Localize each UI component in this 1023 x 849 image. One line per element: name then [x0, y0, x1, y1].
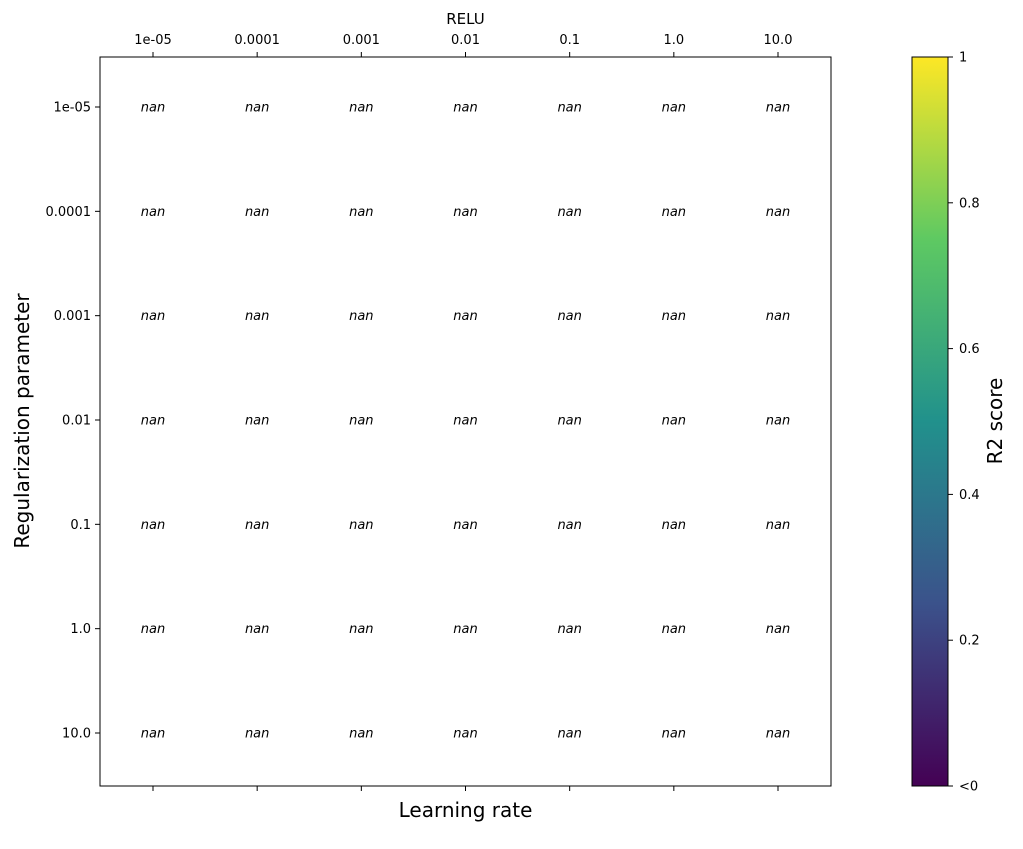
heatmap-cell-label: nan [141, 101, 165, 116]
heatmap-cell-label: nan [662, 414, 686, 429]
heatmap-cell-label: nan [766, 101, 790, 116]
y-tick-label: 0.01 [62, 414, 91, 429]
heatmap-cell-label: nan [349, 622, 373, 637]
heatmap-cell-label: nan [453, 622, 477, 637]
y-tick-label: 1e-05 [53, 101, 91, 116]
heatmap-cell-label: nan [453, 414, 477, 429]
heatmap-cell-label: nan [662, 101, 686, 116]
heatmap-cell-label: nan [557, 101, 581, 116]
x-tick-labels: 1e-05 0.0001 0.001 0.01 0.1 1.0 10.0 [134, 33, 792, 57]
y-tick-label: 1.0 [70, 622, 91, 637]
heatmap-cell-label: nan [453, 309, 477, 324]
heatmap-cell-label: nan [766, 309, 790, 324]
y-tick-label: 0.0001 [46, 205, 92, 220]
heatmap-cell-label: nan [245, 518, 269, 533]
heatmap-cell-label: nan [453, 727, 477, 742]
heatmap-cell-label: nan [453, 205, 477, 220]
heatmap-cell-label: nan [766, 622, 790, 637]
colorbar-tick-label: 0.6 [959, 342, 980, 357]
heatmap-cell-label: nan [557, 414, 581, 429]
heatmap-cell-label: nan [662, 727, 686, 742]
heatmap-cell-label: nan [245, 205, 269, 220]
heatmap-cell-label: nan [662, 205, 686, 220]
y-tick-label: 10.0 [62, 727, 91, 742]
colorbar-tick-label: 1 [959, 51, 967, 66]
heatmap-cell-label: nan [349, 414, 373, 429]
heatmap-cell-label: nan [349, 518, 373, 533]
heatmap-cell-label: nan [245, 727, 269, 742]
heatmap-cell-label: nan [662, 309, 686, 324]
colorbar-title: R2 score [983, 378, 1007, 465]
heatmap-cell-label: nan [557, 518, 581, 533]
heatmap-cell-label: nan [662, 518, 686, 533]
heatmap-cell-label: nan [141, 727, 165, 742]
x-axis-title: Learning rate [399, 798, 533, 822]
y-tick-label: 0.001 [54, 309, 91, 324]
heatmap-cell-label: nan [766, 205, 790, 220]
heatmap-cell-label: nan [349, 727, 373, 742]
colorbar-ticks: <0 0.2 0.4 0.6 0.8 1 [948, 51, 980, 795]
heatmap-cell-label: nan [557, 727, 581, 742]
colorbar-tick-label: 0.8 [959, 196, 980, 211]
colorbar-tick-label: 0.4 [959, 488, 980, 503]
heatmap-cell-label: nan [349, 309, 373, 324]
heatmap-cell-label: nan [141, 414, 165, 429]
y-tick-labels: 1e-05 0.0001 0.001 0.01 0.1 1.0 10.0 [46, 101, 100, 742]
heatmap-cell-label: nan [141, 622, 165, 637]
heatmap-cell-label: nan [766, 518, 790, 533]
colorbar-tick-label: 0.2 [959, 634, 980, 649]
heatmap-cell-label: nan [141, 518, 165, 533]
heatmap-cell-label: nan [766, 414, 790, 429]
x-tick-label: 0.0001 [234, 33, 280, 48]
x-tick-marks-bottom [152, 786, 779, 791]
heatmap-cell-label: nan [349, 205, 373, 220]
heatmap-cell-label: nan [557, 309, 581, 324]
colorbar-tick-label: <0 [959, 780, 978, 795]
heatmap-cell-label: nan [245, 622, 269, 637]
heatmap-cell-label: nan [662, 622, 686, 637]
y-axis-title: Regularization parameter [10, 293, 34, 549]
heatmap-cell-label: nan [453, 518, 477, 533]
x-tick-label: 1.0 [663, 33, 684, 48]
heatmap-cell-label: nan [245, 101, 269, 116]
x-tick-label: 1e-05 [134, 33, 172, 48]
x-tick-label: 10.0 [764, 33, 793, 48]
x-tick-label: 0.001 [343, 33, 380, 48]
heatmap-cells: nan nan nan nan nan nan nan nan nan nan nan nan nan n… [141, 101, 790, 742]
heatmap-cell-label: nan [557, 622, 581, 637]
colorbar [911, 56, 949, 787]
x-tick-label: 0.1 [559, 33, 580, 48]
heatmap-cell-label: nan [245, 309, 269, 324]
x-tick-label: 0.01 [451, 33, 480, 48]
heatmap-cell-label: nan [141, 205, 165, 220]
heatmap-cell-label: nan [766, 727, 790, 742]
heatmap-cell-label: nan [349, 101, 373, 116]
heatmap-cell-label: nan [453, 101, 477, 116]
heatmap-cell-label: nan [141, 309, 165, 324]
heatmap-cell-label: nan [557, 205, 581, 220]
heatmap-cell-label: nan [245, 414, 269, 429]
y-tick-label: 0.1 [70, 518, 91, 533]
chart-title: RELU [446, 10, 485, 28]
